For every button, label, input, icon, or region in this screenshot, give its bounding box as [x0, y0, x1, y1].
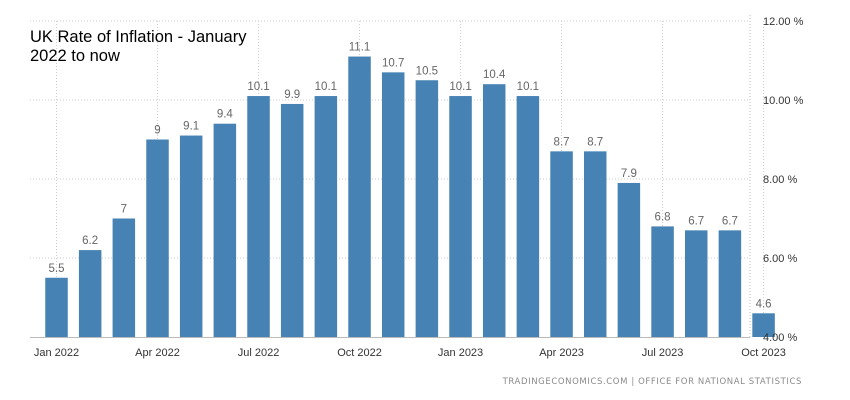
bar — [684, 230, 708, 337]
y-tick-label: 10.00 % — [763, 95, 804, 107]
chart-title-line-2: 2022 to now — [30, 47, 120, 65]
bar — [651, 226, 674, 337]
bar — [617, 182, 641, 337]
bar — [213, 123, 237, 337]
bar — [550, 151, 573, 337]
bar — [314, 96, 338, 337]
chart-title-line-1: UK Rate of Inflation - January — [30, 28, 247, 46]
bar — [280, 103, 304, 337]
bar — [348, 56, 371, 338]
y-tick-label: 6.00 % — [763, 253, 797, 265]
x-tick-label: Jul 2022 — [238, 347, 280, 359]
bar-value-label: 9.9 — [284, 89, 300, 101]
bar-series — [45, 56, 775, 338]
bar-value-label: 10.1 — [247, 81, 269, 93]
bar-value-label: 10.5 — [416, 65, 438, 77]
bar-value-label: 5.5 — [49, 263, 65, 275]
bar-value-label: 10.7 — [382, 57, 404, 69]
bar — [482, 84, 506, 337]
bar — [45, 277, 68, 337]
bar-value-label: 8.7 — [587, 136, 603, 148]
bar-value-label: 10.1 — [315, 81, 337, 93]
x-tick-label: Jan 2023 — [438, 347, 483, 359]
source-credit: TRADINGECONOMICS.COM | OFFICE FOR NATION… — [502, 377, 802, 387]
bar-value-label: 10.1 — [517, 81, 539, 93]
bar-value-label: 10.4 — [483, 69, 506, 81]
y-tick-label: 12.00 % — [763, 16, 804, 28]
bar — [381, 72, 405, 337]
bar-value-label: 6.7 — [688, 215, 704, 227]
chart-title: UK Rate of Inflation - January 2022 to n… — [30, 28, 246, 66]
bar-value-label: 7 — [121, 204, 127, 216]
bar — [718, 230, 742, 337]
bar-value-label: 9 — [154, 125, 160, 137]
bar-value-label: 8.7 — [554, 136, 570, 148]
bar — [112, 218, 136, 337]
value-labels: 5.5 6.2 7 9 9.1 9.4 10.1 9.9 10.1 11.1 10.7 10.5 10.… — [49, 42, 772, 311]
bar-value-label: 9.1 — [183, 121, 199, 133]
x-tick-label: Oct 2023 — [741, 347, 786, 359]
x-axis-ticks: Jan 2022 Apr 2022 Jul 2022 Oct 2022 Jan 2023… — [34, 347, 786, 359]
y-tick-label: 4.00 % — [763, 332, 797, 344]
y-tick-label: 8.00 % — [763, 174, 797, 186]
bar-value-label: 6.8 — [655, 211, 671, 223]
bar-value-label: 6.2 — [82, 235, 98, 247]
bar-value-label: 9.4 — [217, 109, 234, 121]
bar — [146, 139, 169, 337]
bar-value-label: 10.1 — [449, 81, 471, 93]
bar — [415, 80, 439, 337]
x-tick-label: Jul 2023 — [642, 347, 684, 359]
x-tick-label: Apr 2022 — [135, 347, 180, 359]
bar — [247, 96, 270, 337]
bar — [752, 313, 775, 337]
bar — [516, 96, 540, 337]
bar — [78, 250, 102, 337]
x-tick-label: Oct 2022 — [337, 347, 382, 359]
bar — [179, 135, 203, 337]
bar-value-label: 4.6 — [756, 298, 772, 310]
bar — [583, 151, 607, 337]
y-axis-ticks: 4.00 % 6.00 % 8.00 % 10.00 % 12.00 % — [763, 16, 804, 344]
x-tick-label: Apr 2023 — [539, 347, 584, 359]
bar-value-label: 6.7 — [722, 215, 738, 227]
bar — [449, 96, 472, 337]
bar-value-label: 11.1 — [349, 42, 371, 54]
x-tick-label: Jan 2022 — [34, 347, 79, 359]
bar-value-label: 7.9 — [621, 168, 637, 180]
